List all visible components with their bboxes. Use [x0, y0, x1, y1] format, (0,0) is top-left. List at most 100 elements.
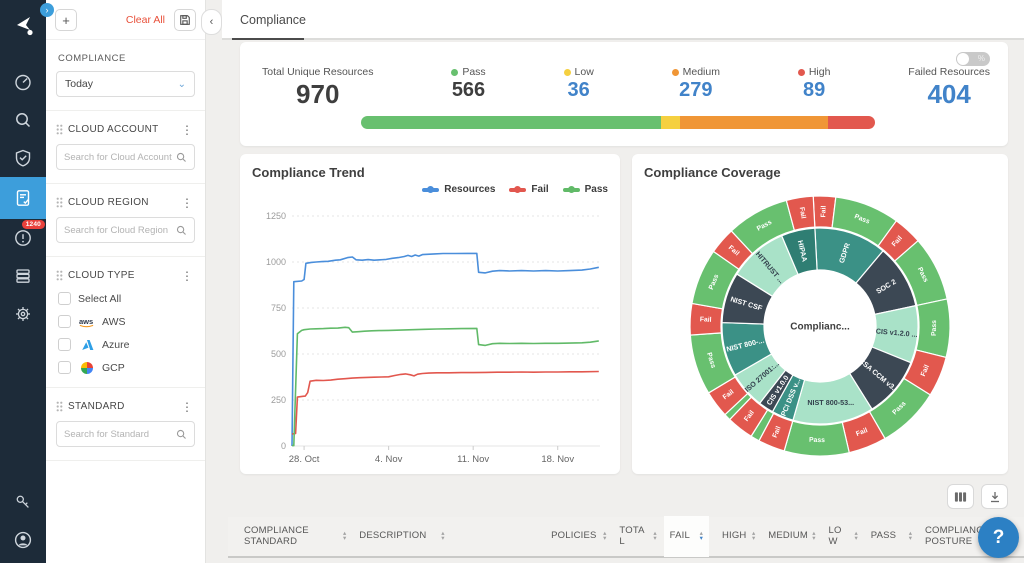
severity-dot [451, 68, 459, 76]
compliance-coverage-card: Compliance Coverage GDPR SOC 2 CIS v1.2.0 … [632, 154, 1008, 474]
column-header-policies[interactable]: POLICIES ▴ ▾ [551, 516, 606, 557]
legend-marker [422, 186, 440, 193]
time-filter-select[interactable]: Today ⌄ [56, 71, 195, 97]
column-header-compliance-posture[interactable]: COMPLIANCE POSTURE [925, 516, 1005, 557]
column-header-low[interactable]: LOW ▴ ▾ [828, 516, 857, 557]
column-label: POLICIES [551, 530, 597, 542]
select-all-checkbox[interactable] [58, 292, 71, 305]
column-header-description[interactable]: DESCRIPTION ▴ ▾ [359, 516, 538, 557]
legend-item-fail[interactable]: Fail [509, 184, 549, 195]
nav-alerts[interactable]: 1240 [0, 219, 46, 257]
user-profile[interactable] [13, 530, 33, 555]
legend-marker-dot [427, 186, 435, 193]
nav-access-keys[interactable] [14, 493, 32, 516]
nav-security[interactable] [0, 139, 46, 177]
metric-label-text: Failed Resources [908, 66, 990, 78]
collapse-sidebar-button[interactable]: ‹ [201, 9, 222, 35]
drag-handle-icon[interactable] [56, 197, 63, 208]
legend-item-resources[interactable]: Resources [422, 184, 495, 195]
search-icon [176, 429, 186, 439]
drag-handle-icon[interactable] [56, 270, 63, 281]
sort-asc-caret: ▴ [854, 530, 858, 537]
main-area: Compliance % Total Unique Resources 970 Pa… [206, 0, 1024, 563]
column-header-medium[interactable]: MEDIUM ▴ ▾ [768, 516, 815, 557]
sort-carets[interactable]: ▴ ▾ [909, 531, 912, 541]
save-filter-button[interactable] [174, 9, 196, 31]
aws-checkbox[interactable] [58, 315, 71, 328]
legend-item-pass[interactable]: Pass [562, 184, 608, 195]
column-header-pass[interactable]: PASS ▴ ▾ [871, 516, 912, 557]
sort-carets[interactable]: ▴ ▾ [603, 531, 606, 541]
drag-handle-icon[interactable] [56, 401, 63, 412]
sort-carets[interactable]: ▴ ▾ [441, 531, 445, 542]
metric-label: High [797, 66, 831, 78]
columns-icon [954, 491, 967, 502]
cloud-type-gcp[interactable]: GCP [46, 356, 205, 379]
svg-text:500: 500 [271, 349, 286, 359]
nav-inventory[interactable] [0, 257, 46, 295]
user-icon [14, 531, 32, 549]
sort-carets[interactable]: ▴ ▾ [752, 531, 755, 541]
column-header-fail[interactable]: FAIL ▴ ▾ [663, 516, 709, 557]
kebab-menu-icon[interactable]: ⋮ [181, 268, 193, 283]
cloud-account-search-input[interactable] [64, 151, 172, 163]
sort-desc-caret: ▾ [653, 534, 657, 542]
nav-compliance-active[interactable] [0, 177, 46, 219]
help-button[interactable]: ? [978, 517, 1019, 558]
standard-search-input[interactable] [64, 428, 172, 440]
download-button[interactable] [981, 484, 1008, 509]
sort-carets[interactable]: ▴ ▾ [343, 531, 346, 541]
azure-checkbox[interactable] [58, 338, 71, 351]
sort-carets[interactable]: ▴ ▾ [812, 531, 815, 541]
svg-text:11. Nov: 11. Nov [457, 454, 489, 465]
column-header-compliance-standard[interactable]: COMPLIANCE STANDARD ▴ ▾ [244, 516, 346, 557]
add-filter-button[interactable]: + [55, 9, 77, 31]
key-icon [16, 495, 29, 508]
sunburst-segment[interactable] [785, 195, 816, 232]
cloud-account-section-title: CLOUD ACCOUNT [68, 124, 159, 135]
sunburst-label: Fail [855, 427, 869, 438]
cloud-type-azure[interactable]: Azure [46, 333, 205, 356]
cloud-type-select-all[interactable]: Select All [46, 287, 205, 310]
cloud-type-aws[interactable]: aws AWS [46, 310, 205, 333]
sunburst-center[interactable] [764, 270, 876, 382]
app-logo[interactable] [10, 14, 36, 43]
legend-marker-dot [567, 186, 575, 193]
nav-dashboard[interactable] [0, 63, 46, 101]
nav-settings[interactable] [0, 295, 46, 333]
save-icon [180, 15, 190, 25]
bar-segment-high [827, 116, 875, 129]
column-settings-button[interactable] [947, 484, 974, 509]
metric-value: 566 [451, 79, 486, 101]
cloud-type-list: Select All aws AWS Azure [46, 281, 205, 381]
sort-desc-caret: ▾ [441, 534, 445, 542]
alert-circle-icon [15, 230, 31, 246]
metric-label: Pass [451, 66, 486, 78]
sunburst-label: Pass [809, 437, 825, 444]
gauge-icon [15, 74, 31, 91]
metric-label-text: High [808, 66, 831, 78]
column-header-high[interactable]: HIGH ▴ ▾ [722, 516, 755, 557]
cloud-region-search-input[interactable] [64, 224, 172, 236]
svg-text:4. Nov: 4. Nov [375, 454, 403, 465]
column-header-total[interactable]: TOTAL ▴ ▾ [619, 516, 656, 557]
metric-low: Low 36 [563, 66, 594, 110]
drag-handle-icon[interactable] [56, 124, 63, 135]
tab-compliance[interactable]: Compliance [240, 13, 307, 27]
gcp-checkbox[interactable] [58, 361, 71, 374]
percentage-toggle[interactable]: % [956, 52, 990, 66]
column-label: FAIL [669, 530, 691, 542]
kebab-menu-icon[interactable]: ⋮ [181, 122, 193, 137]
clear-all-link[interactable]: Clear All [125, 14, 165, 26]
sort-carets[interactable]: ▴ ▾ [854, 530, 858, 541]
metric-value: 89 [803, 79, 826, 101]
cloud-type-label: Select All [78, 292, 122, 305]
compliance-trend-card: Compliance Trend Resources Fail Pass 0 250 5… [240, 154, 620, 474]
expand-rail-chevron[interactable]: › [40, 3, 54, 17]
sort-carets[interactable]: ▴ ▾ [700, 531, 703, 541]
bar-segment-pass [361, 116, 661, 129]
sort-carets[interactable]: ▴ ▾ [653, 531, 657, 542]
nav-search[interactable] [0, 101, 46, 139]
kebab-menu-icon[interactable]: ⋮ [181, 399, 193, 414]
kebab-menu-icon[interactable]: ⋮ [181, 195, 193, 210]
